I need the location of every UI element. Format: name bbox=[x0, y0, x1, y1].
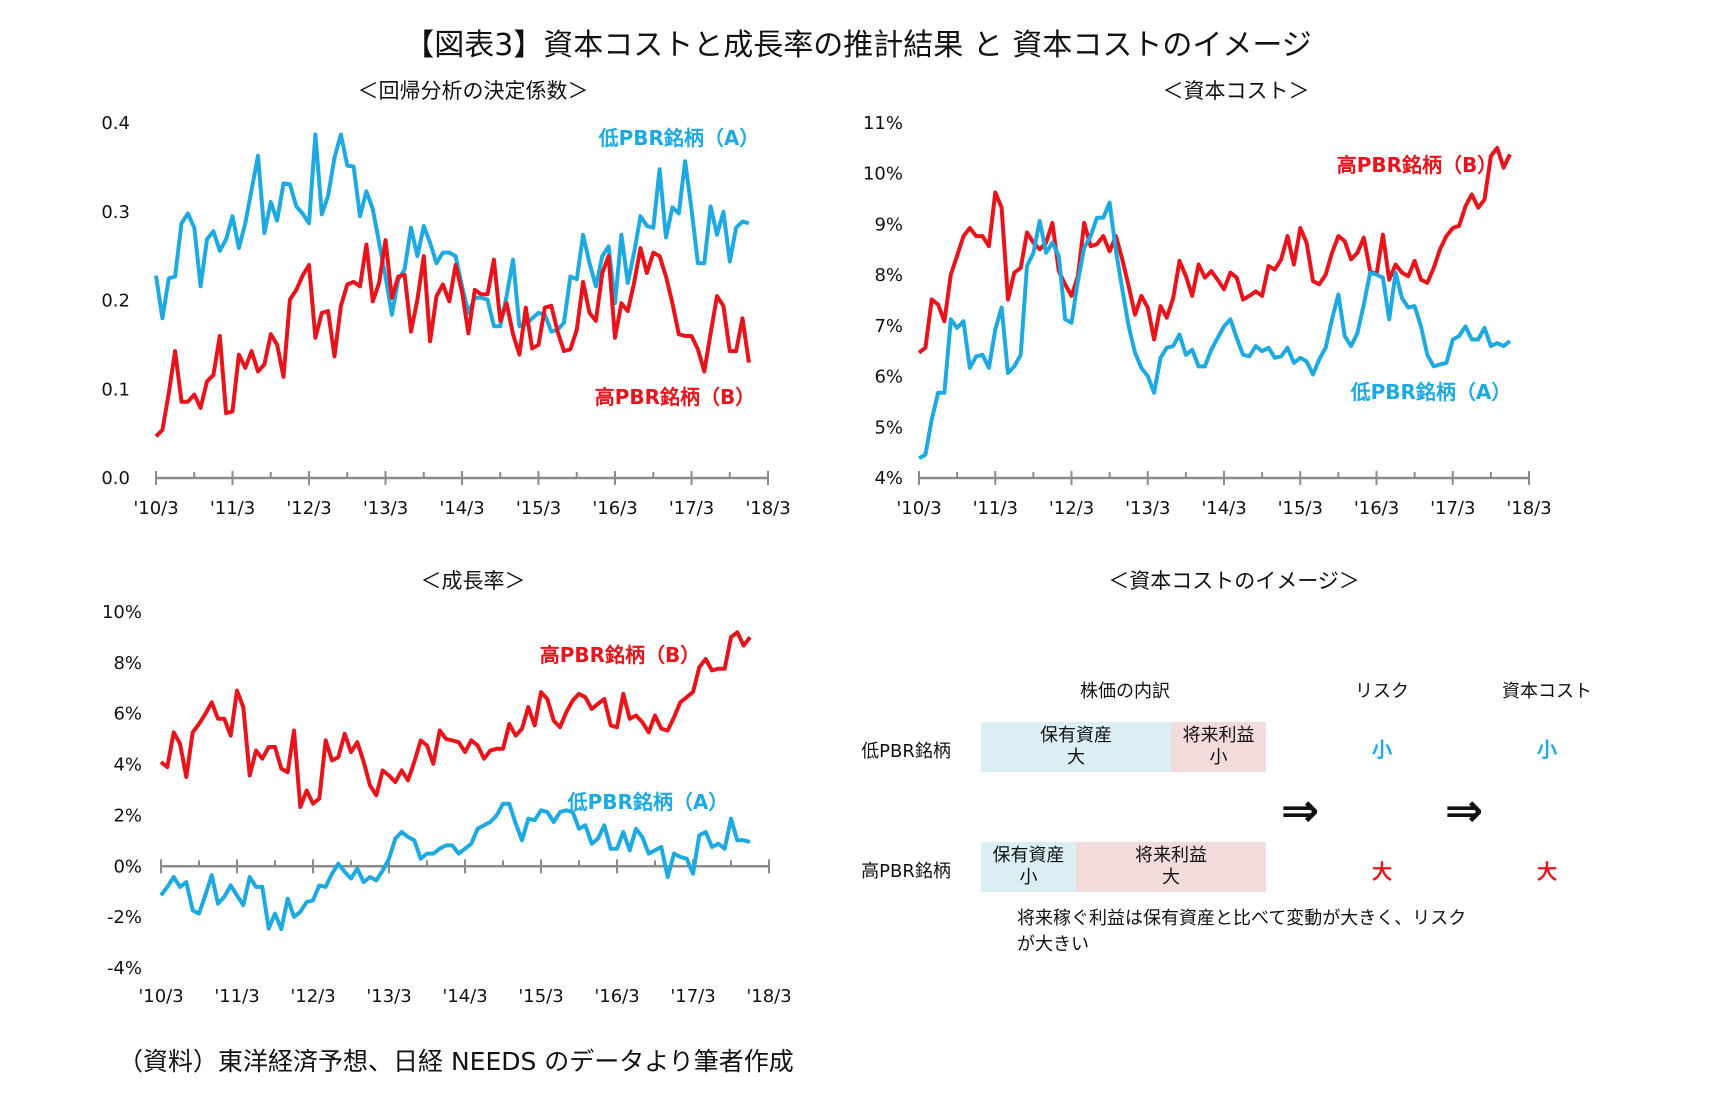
y-tick-label: 0.1 bbox=[101, 379, 130, 400]
x-tick-label: '16/3 bbox=[594, 986, 639, 1007]
series-line-high-pbr bbox=[917, 145, 1512, 355]
line-chart-2: -4% -2% 0% 2% 4% 6% 8% 10% '10/3 '11/3 '12/3 '13/3 '… bbox=[102, 602, 792, 1007]
x-tick-label: '18/3 bbox=[745, 498, 790, 519]
row-label-low-pbr: 低PBR銘柄 bbox=[861, 741, 951, 762]
series-label: 高PBR銘柄（B） bbox=[1337, 153, 1498, 177]
x-tick-label: '12/3 bbox=[290, 986, 335, 1007]
series-line-high-pbr bbox=[159, 630, 752, 809]
y-tick-label: 8% bbox=[874, 265, 903, 286]
assets-size: 小 bbox=[1019, 867, 1038, 888]
x-tick-label: '17/3 bbox=[1430, 498, 1475, 519]
assets-label: 保有資産 bbox=[1040, 725, 1112, 746]
y-tick-label: 11% bbox=[863, 113, 903, 134]
x-tick-label: '14/3 bbox=[442, 986, 487, 1007]
arrow-right-icon: ⇒ bbox=[1280, 783, 1320, 837]
assets-size: 大 bbox=[1067, 747, 1085, 768]
y-tick-label: 9% bbox=[874, 214, 903, 235]
x-tick-label: '16/3 bbox=[592, 498, 637, 519]
y-tick-label: 8% bbox=[113, 653, 142, 674]
x-tick-label: '14/3 bbox=[439, 498, 484, 519]
y-tick-label: 2% bbox=[113, 805, 142, 826]
y-tick-label: 10% bbox=[102, 602, 142, 623]
x-tick-label: '11/3 bbox=[214, 986, 259, 1007]
y-tick-label: 0.0 bbox=[101, 468, 130, 489]
x-tick-label: '18/3 bbox=[1506, 498, 1551, 519]
box-earnings-high-pbr: 将来利益 大 bbox=[1076, 842, 1266, 892]
x-tick-label: '13/3 bbox=[366, 986, 411, 1007]
risk-high-pbr: 大 bbox=[1372, 859, 1392, 884]
series-label: 低PBR銘柄（A） bbox=[567, 790, 729, 814]
x-tick-label: '12/3 bbox=[1049, 498, 1094, 519]
box-assets-low-pbr: 保有資産 大 bbox=[981, 722, 1171, 772]
line-chart-0: 0.0 0.1 0.2 0.3 0.4 '10/3 '11/3 '12/3 '13/3 '14/3… bbox=[101, 113, 790, 519]
figure-title: 【図表3】資本コストと成長率の推計結果 と 資本コストのイメージ bbox=[404, 28, 1312, 63]
chart-title-growth: ＜成長率＞ bbox=[420, 569, 526, 593]
y-tick-label: 7% bbox=[874, 316, 903, 337]
x-tick-label: '10/3 bbox=[138, 986, 183, 1007]
diagram-title: ＜資本コストのイメージ＞ bbox=[1108, 569, 1360, 593]
x-tick-label: '14/3 bbox=[1201, 498, 1246, 519]
box-earnings-low-pbr: 将来利益 小 bbox=[1171, 722, 1266, 772]
x-tick-label: '15/3 bbox=[518, 986, 563, 1007]
x-tick-label: '10/3 bbox=[133, 498, 178, 519]
x-tick-label: '15/3 bbox=[1278, 498, 1323, 519]
line-chart-1: 4% 5% 6% 7% 8% 9% 10% 11% '10/3 '11/3 '12/3 '13/3 '1… bbox=[863, 113, 1552, 519]
series-line-low-pbr bbox=[159, 801, 751, 932]
x-tick-label: '12/3 bbox=[286, 498, 331, 519]
chart-title-cost: ＜資本コスト＞ bbox=[1162, 79, 1310, 103]
series-label: 低PBR銘柄（A） bbox=[1350, 380, 1512, 404]
series-line-low-pbr bbox=[918, 200, 1512, 460]
cost-high-pbr: 大 bbox=[1537, 859, 1557, 884]
row-label-high-pbr: 高PBR銘柄 bbox=[861, 861, 951, 882]
series-line-low-pbr bbox=[154, 132, 750, 334]
x-tick-label: '13/3 bbox=[1125, 498, 1170, 519]
cost-low-pbr: 小 bbox=[1537, 737, 1557, 762]
series-line-high-pbr bbox=[154, 238, 751, 438]
earnings-size: 小 bbox=[1209, 747, 1228, 768]
column-header-cost: 資本コスト bbox=[1502, 681, 1592, 702]
y-tick-label: 0% bbox=[113, 856, 142, 877]
x-tick-label: '15/3 bbox=[516, 498, 561, 519]
y-tick-label: 10% bbox=[863, 164, 903, 185]
arrow-right-icon: ⇒ bbox=[1444, 783, 1484, 837]
x-tick-label: '18/3 bbox=[746, 986, 791, 1007]
x-tick-label: '16/3 bbox=[1354, 498, 1399, 519]
diagram-note: 将来稼ぐ利益は保有資産と比べて変動が大きく、リスクが大きい bbox=[1017, 908, 1467, 955]
column-header-risk: リスク bbox=[1355, 681, 1409, 702]
y-tick-label: 0.2 bbox=[101, 291, 130, 312]
earnings-label: 将来利益 bbox=[1135, 845, 1207, 866]
y-tick-label: -2% bbox=[107, 907, 142, 928]
assets-label: 保有資産 bbox=[992, 845, 1065, 866]
column-header-breakdown: 株価の内訳 bbox=[1080, 681, 1170, 702]
series-label: 高PBR銘柄（B） bbox=[595, 385, 756, 409]
earnings-size: 大 bbox=[1162, 867, 1180, 888]
y-tick-label: 0.3 bbox=[101, 202, 130, 223]
x-tick-label: '17/3 bbox=[669, 498, 714, 519]
y-tick-label: 4% bbox=[113, 755, 142, 776]
chart-title-r2: ＜回帰分析の決定係数＞ bbox=[357, 79, 589, 103]
series-label: 高PBR銘柄（B） bbox=[540, 643, 701, 667]
y-tick-label: -4% bbox=[107, 958, 142, 979]
x-tick-label: '13/3 bbox=[363, 498, 408, 519]
series-label: 低PBR銘柄（A） bbox=[598, 126, 760, 150]
x-tick-label: '10/3 bbox=[896, 498, 941, 519]
y-tick-label: 0.4 bbox=[101, 113, 130, 134]
y-tick-label: 6% bbox=[874, 367, 903, 388]
x-tick-label: '17/3 bbox=[670, 986, 715, 1007]
x-tick-label: '11/3 bbox=[210, 498, 255, 519]
y-tick-label: 6% bbox=[113, 704, 142, 725]
y-tick-label: 5% bbox=[874, 417, 903, 438]
source-note: （資料）東洋経済予想、日経 NEEDS のデータより筆者作成 bbox=[118, 1047, 794, 1076]
y-tick-label: 4% bbox=[874, 468, 903, 489]
earnings-label: 将来利益 bbox=[1182, 725, 1255, 746]
x-tick-label: '11/3 bbox=[973, 498, 1018, 519]
risk-low-pbr: 小 bbox=[1372, 737, 1392, 762]
box-assets-high-pbr: 保有資産 小 bbox=[981, 842, 1076, 892]
